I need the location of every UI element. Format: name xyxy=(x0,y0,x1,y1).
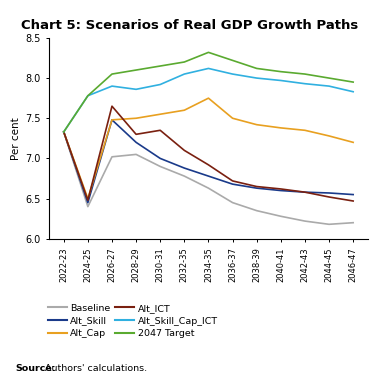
Alt_Skill_Cap_ICT xyxy=(230,72,235,76)
Alt_Cap xyxy=(279,125,283,130)
Alt_ICT xyxy=(182,148,186,153)
Alt_Cap xyxy=(158,112,163,116)
2047 Target xyxy=(61,130,66,134)
Line: Alt_ICT: Alt_ICT xyxy=(64,106,353,201)
Baseline xyxy=(134,152,138,157)
Alt_Skill xyxy=(86,200,90,205)
Alt_Cap xyxy=(206,96,211,100)
2047 Target xyxy=(182,60,186,64)
Alt_Skill_Cap_ICT xyxy=(254,76,259,80)
Legend: Baseline, Alt_Skill, Alt_Cap, Alt_ICT, Alt_Skill_Cap_ICT, 2047 Target: Baseline, Alt_Skill, Alt_Cap, Alt_ICT, A… xyxy=(48,304,218,338)
2047 Target xyxy=(86,94,90,98)
2047 Target xyxy=(303,72,307,76)
Line: Alt_Skill: Alt_Skill xyxy=(64,120,353,203)
Baseline xyxy=(254,208,259,213)
Alt_ICT xyxy=(61,130,66,134)
Alt_Skill_Cap_ICT xyxy=(158,82,163,87)
Baseline xyxy=(86,204,90,209)
Alt_Cap xyxy=(351,140,356,145)
Alt_Cap xyxy=(327,134,331,138)
Text: Authors' calculations.: Authors' calculations. xyxy=(42,364,147,373)
Alt_ICT xyxy=(303,190,307,194)
Alt_Skill_Cap_ICT xyxy=(303,81,307,86)
Alt_Skill_Cap_ICT xyxy=(206,66,211,71)
Baseline xyxy=(351,221,356,225)
Alt_Cap xyxy=(86,196,90,201)
Alt_Cap xyxy=(182,108,186,113)
2047 Target xyxy=(110,72,114,76)
Line: Baseline: Baseline xyxy=(64,132,353,224)
Baseline xyxy=(303,219,307,223)
Alt_Skill xyxy=(279,188,283,193)
Alt_ICT xyxy=(110,104,114,108)
Alt_Skill_Cap_ICT xyxy=(182,72,186,76)
Alt_Skill xyxy=(327,191,331,195)
Alt_Skill_Cap_ICT xyxy=(134,87,138,92)
Baseline xyxy=(110,155,114,159)
Alt_ICT xyxy=(86,198,90,202)
Alt_Skill xyxy=(182,166,186,170)
2047 Target xyxy=(279,69,283,74)
Alt_ICT xyxy=(230,179,235,183)
Alt_Skill xyxy=(61,130,66,134)
2047 Target xyxy=(206,50,211,55)
Baseline xyxy=(206,186,211,190)
Alt_ICT xyxy=(327,195,331,199)
Y-axis label: Per cent: Per cent xyxy=(11,117,21,160)
Alt_Skill_Cap_ICT xyxy=(279,78,283,83)
2047 Target xyxy=(254,66,259,71)
Alt_Cap xyxy=(230,116,235,121)
Alt_ICT xyxy=(206,163,211,167)
Alt_Skill xyxy=(158,156,163,161)
Alt_Skill xyxy=(206,174,211,179)
Alt_Cap xyxy=(303,128,307,133)
2047 Target xyxy=(230,58,235,63)
Alt_Skill xyxy=(303,190,307,194)
Alt_Cap xyxy=(254,122,259,127)
Line: 2047 Target: 2047 Target xyxy=(64,52,353,132)
Alt_Skill_Cap_ICT xyxy=(61,130,66,134)
2047 Target xyxy=(158,64,163,68)
Alt_ICT xyxy=(279,187,283,191)
Alt_ICT xyxy=(158,128,163,133)
Alt_Skill_Cap_ICT xyxy=(351,89,356,94)
2047 Target xyxy=(134,68,138,72)
Alt_Skill_Cap_ICT xyxy=(110,84,114,88)
Alt_Skill_Cap_ICT xyxy=(327,84,331,88)
Alt_ICT xyxy=(351,199,356,203)
Baseline xyxy=(61,130,66,134)
Alt_Cap xyxy=(61,130,66,134)
Alt_Skill xyxy=(134,140,138,145)
Alt_Skill_Cap_ICT xyxy=(86,94,90,98)
Baseline xyxy=(182,174,186,179)
Line: Alt_Cap: Alt_Cap xyxy=(64,98,353,199)
Alt_Skill xyxy=(351,192,356,197)
Baseline xyxy=(327,222,331,227)
Alt_ICT xyxy=(134,132,138,136)
Text: Source:: Source: xyxy=(15,364,56,373)
Alt_Skill xyxy=(230,182,235,186)
Alt_ICT xyxy=(254,184,259,189)
Baseline xyxy=(279,214,283,219)
Alt_Cap xyxy=(110,117,114,122)
2047 Target xyxy=(327,76,331,80)
2047 Target xyxy=(351,80,356,85)
Baseline xyxy=(230,200,235,205)
Alt_Skill xyxy=(254,186,259,190)
Baseline xyxy=(158,164,163,169)
Text: Chart 5: Scenarios of Real GDP Growth Paths: Chart 5: Scenarios of Real GDP Growth Pa… xyxy=(21,19,358,32)
Line: Alt_Skill_Cap_ICT: Alt_Skill_Cap_ICT xyxy=(64,69,353,132)
Alt_Skill xyxy=(110,117,114,122)
Alt_Cap xyxy=(134,116,138,121)
